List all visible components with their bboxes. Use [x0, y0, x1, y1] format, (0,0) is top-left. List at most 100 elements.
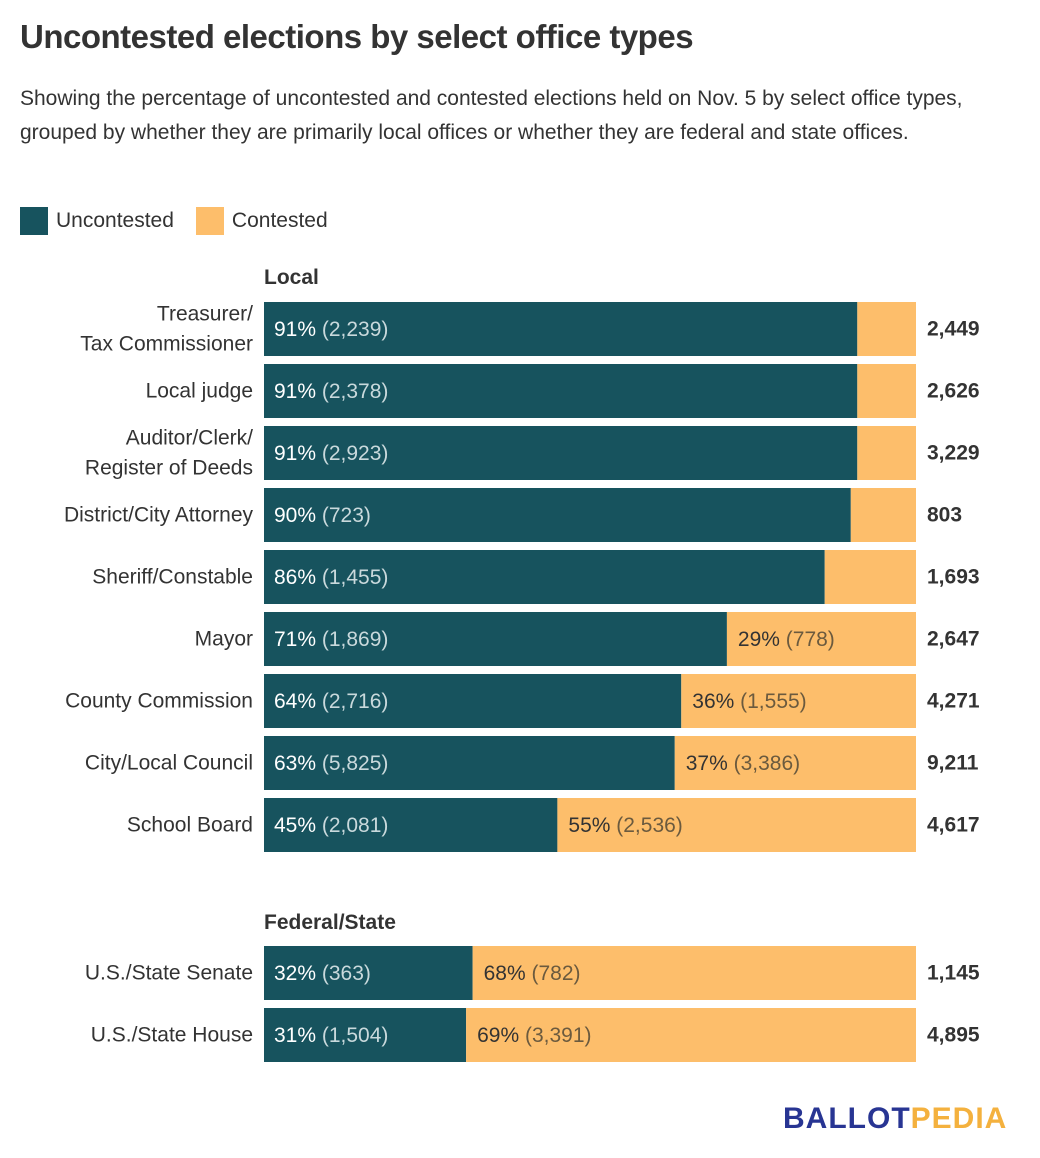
- bar-uncontested: [264, 674, 682, 728]
- row-total: 4,617: [927, 814, 980, 837]
- data-label-uncontested-count: (2,081): [316, 814, 388, 837]
- legend-label-uncontested: Uncontested: [56, 209, 174, 232]
- category-label-line: Sheriff/Constable: [92, 566, 253, 589]
- category-label-line: Tax Commissioner: [80, 333, 253, 356]
- bar-contested: [726, 612, 916, 666]
- category-label: Auditor/Clerk/Register of Deeds: [85, 427, 253, 480]
- category-label: Sheriff/Constable: [92, 566, 253, 589]
- legend-item-contested: Contested: [195, 207, 328, 235]
- legend-label-contested: Contested: [231, 209, 328, 232]
- data-label-uncontested-percent: 90%: [274, 504, 316, 527]
- data-label-uncontested-percent: 31%: [274, 1024, 316, 1047]
- row-total: 803: [927, 504, 962, 527]
- data-label-uncontested: 90% (723): [274, 504, 371, 527]
- category-label-line: District/City Attorney: [64, 504, 254, 527]
- bar-uncontested: [264, 736, 675, 790]
- row-total: 4,895: [927, 1024, 980, 1047]
- data-label-uncontested-count: (363): [316, 962, 371, 985]
- data-label-uncontested-count: (5,825): [316, 752, 388, 775]
- bar-contested: [472, 946, 916, 1000]
- data-label-uncontested-percent: 91%: [274, 318, 316, 341]
- bar-contested: [824, 550, 916, 604]
- ballotpedia-logo: BALLOTPEDIA: [783, 1102, 1007, 1136]
- category-label: School Board: [127, 814, 253, 837]
- category-label-line: Treasurer/: [157, 303, 253, 326]
- data-label-uncontested: 91% (2,239): [274, 318, 388, 341]
- legend-swatch-contested: [195, 207, 224, 235]
- data-label-contested-count: (3,386): [728, 752, 800, 775]
- data-label-uncontested: 45% (2,081): [274, 814, 388, 837]
- data-label-uncontested-percent: 91%: [274, 380, 316, 403]
- data-label-contested-count: (782): [526, 962, 581, 985]
- data-label-uncontested-count: (1,869): [316, 628, 388, 651]
- row-total: 2,647: [927, 628, 980, 651]
- data-label-contested-percent: 68%: [484, 962, 526, 985]
- bar-uncontested: [264, 798, 558, 852]
- bar-uncontested: [264, 488, 851, 542]
- bar-contested: [466, 1008, 916, 1062]
- category-label-line: Register of Deeds: [85, 457, 253, 480]
- row-total: 1,693: [927, 566, 980, 589]
- data-label-uncontested: 31% (1,504): [274, 1024, 388, 1047]
- row-total: 2,449: [927, 318, 980, 341]
- data-label-uncontested-count: (1,455): [316, 566, 388, 589]
- data-label-contested: 37% (3,386): [686, 752, 800, 775]
- category-label-line: Local judge: [146, 380, 253, 403]
- category-label-line: U.S./State House: [91, 1024, 253, 1047]
- data-label-uncontested-percent: 45%: [274, 814, 316, 837]
- legend: Uncontested Contested: [20, 206, 350, 236]
- data-label-uncontested-percent: 71%: [274, 628, 316, 651]
- category-label: District/City Attorney: [64, 504, 254, 527]
- category-label-line: Auditor/Clerk/: [126, 427, 253, 450]
- bar-uncontested: [264, 612, 727, 666]
- bar-uncontested: [264, 364, 858, 418]
- category-label: Mayor: [195, 628, 253, 651]
- group-header-1: Federal/State: [264, 911, 396, 934]
- data-label-uncontested-count: (2,716): [316, 690, 388, 713]
- data-label-uncontested: 91% (2,378): [274, 380, 388, 403]
- chart-subtitle: Showing the percentage of uncontested an…: [20, 87, 963, 144]
- data-label-contested: 55% (2,536): [568, 814, 682, 837]
- bar-uncontested: [264, 946, 473, 1000]
- category-label: Local judge: [146, 380, 253, 403]
- category-label-line: U.S./State Senate: [85, 962, 253, 985]
- logo-part-pedia: PEDIA: [910, 1102, 1008, 1135]
- bar-contested: [857, 302, 916, 356]
- chart-title: Uncontested elections by select office t…: [20, 18, 694, 55]
- data-label-contested-percent: 37%: [686, 752, 728, 775]
- data-label-uncontested-count: (2,378): [316, 380, 388, 403]
- row-total: 9,211: [927, 752, 979, 775]
- category-label-line: School Board: [127, 814, 253, 837]
- data-label-uncontested-percent: 86%: [274, 566, 316, 589]
- category-label: U.S./State Senate: [85, 962, 253, 985]
- category-label: City/Local Council: [85, 752, 253, 775]
- data-label-uncontested-percent: 32%: [274, 962, 316, 985]
- data-label-uncontested-percent: 91%: [274, 442, 316, 465]
- data-label-uncontested-count: (2,239): [316, 318, 388, 341]
- data-label-uncontested-percent: 63%: [274, 752, 316, 775]
- data-label-uncontested: 86% (1,455): [274, 566, 388, 589]
- data-label-uncontested: 71% (1,869): [274, 628, 388, 651]
- data-label-contested-count: (3,391): [519, 1024, 591, 1047]
- data-label-uncontested-percent: 64%: [274, 690, 316, 713]
- row-total: 2,626: [927, 380, 980, 403]
- bar-contested: [857, 364, 916, 418]
- bar-uncontested: [264, 426, 858, 480]
- category-label-line: County Commission: [65, 690, 253, 713]
- data-label-contested: 36% (1,555): [692, 690, 806, 713]
- data-label-contested-count: (2,536): [610, 814, 682, 837]
- data-label-contested: 68% (782): [484, 962, 581, 985]
- bar-uncontested: [264, 550, 825, 604]
- data-label-contested-count: (1,555): [734, 690, 806, 713]
- logo-part-ballot: BALLOT: [783, 1102, 911, 1135]
- category-label: U.S./State House: [91, 1024, 253, 1047]
- data-label-uncontested-count: (2,923): [316, 442, 388, 465]
- bar-uncontested: [264, 302, 858, 356]
- category-label-line: Mayor: [195, 628, 253, 651]
- data-label-contested-percent: 36%: [692, 690, 734, 713]
- data-label-uncontested-count: (1,504): [316, 1024, 388, 1047]
- data-label-uncontested: 32% (363): [274, 962, 371, 985]
- data-label-contested-percent: 69%: [477, 1024, 519, 1047]
- legend-swatch-uncontested: [20, 207, 48, 235]
